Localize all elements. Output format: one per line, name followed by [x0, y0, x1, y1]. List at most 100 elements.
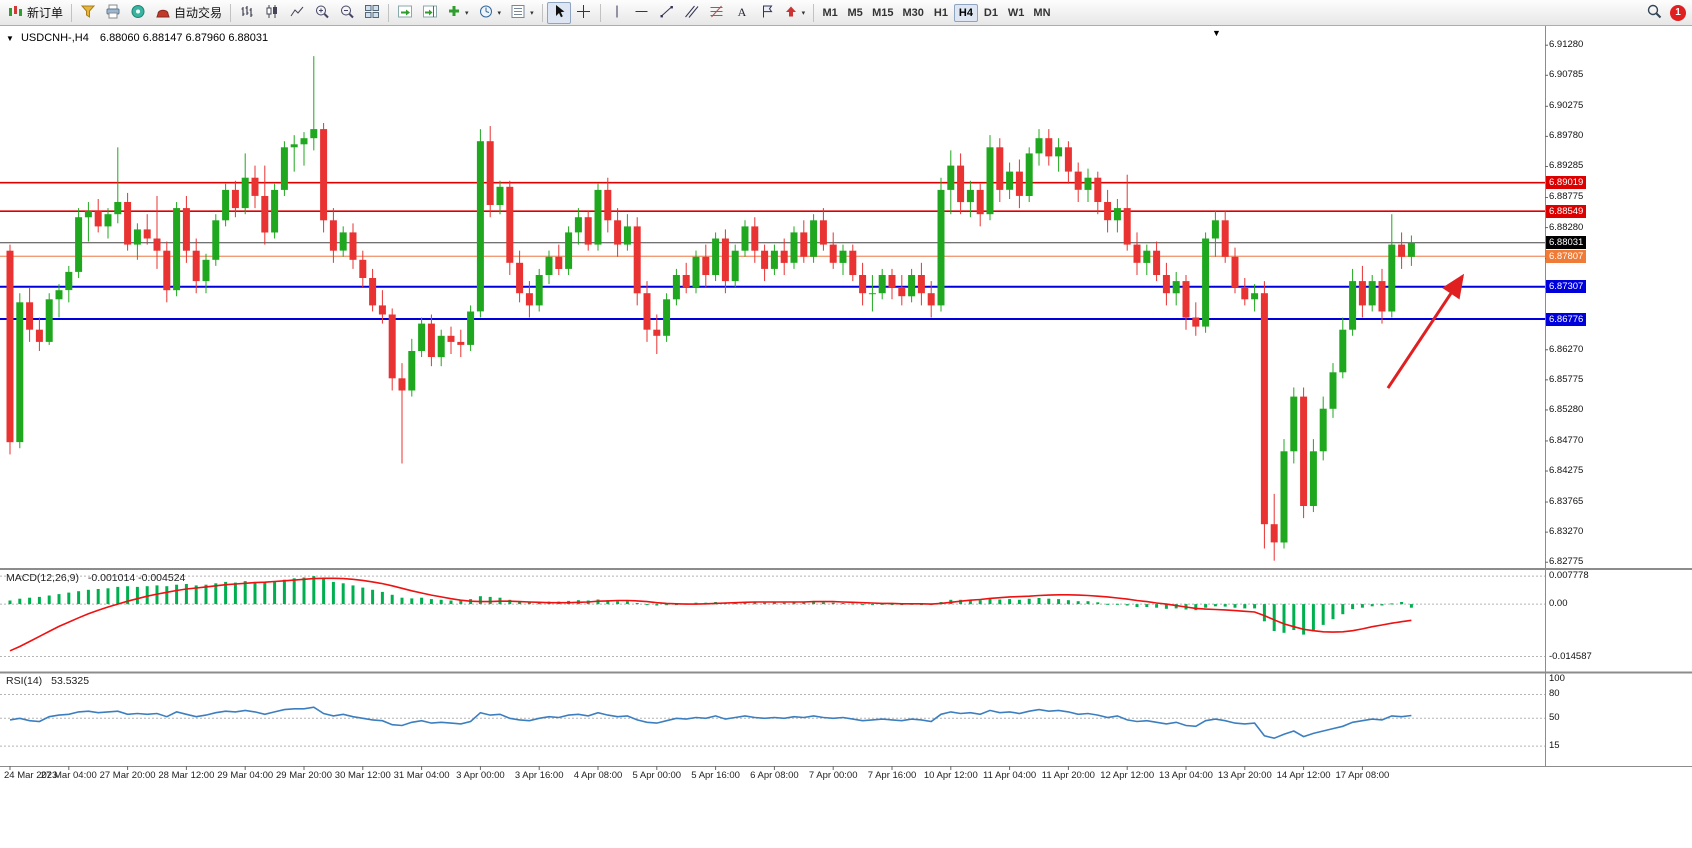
candle [947, 165, 955, 190]
time-label: 14 Apr 12:00 [1276, 770, 1331, 781]
arrows-button[interactable]: ▾ [780, 2, 810, 24]
zoom-out-icon [339, 4, 355, 22]
candle [1358, 281, 1366, 306]
fibonacci-button[interactable] [705, 2, 729, 24]
time-label: 12 Apr 12:00 [1100, 770, 1155, 781]
timeframe-m1[interactable]: M1 [822, 6, 838, 19]
channel-button[interactable] [680, 2, 704, 24]
candle [369, 278, 377, 306]
timeframe-m15[interactable]: M15 [872, 6, 894, 19]
candle [476, 141, 484, 312]
candle [996, 147, 1004, 190]
time-label: 28 Mar 12:00 [158, 770, 215, 781]
candle [888, 275, 896, 288]
time-label: 13 Apr 04:00 [1159, 770, 1213, 781]
indicators-button[interactable]: ▾ [443, 2, 473, 24]
time-label: 3 Apr 16:00 [514, 770, 564, 781]
candle [320, 129, 328, 221]
candle [1221, 220, 1229, 257]
window-dropdown-icon[interactable]: ▼ [1212, 28, 1221, 38]
candle [457, 341, 465, 345]
autotrading-icon [155, 4, 171, 22]
candle [1280, 451, 1288, 543]
trend-arrow[interactable] [1386, 273, 1465, 389]
label-button[interactable] [755, 2, 779, 24]
periods-button[interactable]: ▾ [474, 2, 506, 24]
candle [1143, 250, 1151, 263]
search-button[interactable] [1642, 2, 1666, 24]
time-label: 29 Mar 20:00 [276, 770, 332, 781]
candle [1025, 153, 1033, 196]
autotrading-button[interactable]: 自动交易 [151, 2, 226, 24]
line-chart-icon [289, 4, 305, 22]
time-label: 29 Mar 04:00 [217, 770, 274, 781]
chart-canvas[interactable] [0, 26, 1692, 848]
price-line-badge: 6.88031 [1546, 236, 1587, 250]
toolbar-separator [230, 3, 232, 22]
chart-window: ▼ USDCNH-,H4 6.88060 6.88147 6.87960 6.8… [0, 26, 1692, 848]
toolbar-separator [388, 3, 390, 22]
candle [1378, 281, 1386, 312]
price-tick: 6.83270 [1549, 526, 1584, 538]
macd-tick: 0.00 [1549, 598, 1568, 610]
candle [1045, 138, 1053, 157]
candle [555, 256, 563, 269]
candle [192, 250, 200, 282]
candle [45, 299, 53, 342]
candle [349, 232, 357, 260]
line-chart-button[interactable] [285, 2, 309, 24]
printer-button[interactable] [101, 2, 125, 24]
bars-chart-button[interactable] [235, 2, 259, 24]
chevron-down-icon: ▾ [465, 9, 469, 17]
candle [917, 275, 925, 294]
candle [731, 250, 739, 282]
candle [927, 293, 935, 306]
crosshair-button[interactable] [572, 2, 596, 24]
candle [339, 232, 347, 251]
timeframe-m30[interactable]: M30 [902, 6, 924, 19]
horizontal-line-button[interactable] [630, 2, 654, 24]
zoom-out-button[interactable] [335, 2, 359, 24]
time-label: 11 Apr 04:00 [983, 770, 1037, 781]
candle [496, 186, 504, 205]
chart-menu-icon[interactable]: ▼ [6, 34, 14, 43]
new-order-button[interactable]: 新订单 [4, 2, 67, 24]
cursor-button[interactable] [546, 1, 571, 24]
timeframe-mn[interactable]: MN [1033, 6, 1051, 19]
media-button[interactable] [126, 2, 150, 24]
candle [6, 250, 14, 443]
fibonacci-icon [709, 4, 724, 22]
candle [231, 189, 239, 209]
timeframe-m5[interactable]: M5 [847, 6, 863, 19]
zoom-in-button[interactable] [310, 2, 334, 24]
vertical-line-button[interactable] [605, 2, 629, 24]
candle [427, 323, 435, 357]
timeframe-h1[interactable]: H1 [933, 6, 948, 19]
funnel-button[interactable] [76, 2, 100, 24]
macd-label: MACD(12,26,9) -0.001014 -0.004524 [6, 572, 186, 584]
timeframe-h4[interactable]: H4 [953, 3, 978, 22]
tile-windows-button[interactable] [360, 2, 384, 24]
candle [800, 232, 808, 257]
trendline-button[interactable] [655, 2, 679, 24]
timeframe-w1[interactable]: W1 [1007, 6, 1025, 19]
chart-shift-button[interactable] [418, 2, 442, 24]
candle [437, 335, 445, 358]
candle [94, 211, 102, 227]
price-tick: 6.84275 [1549, 465, 1584, 477]
timeframe-d1[interactable]: D1 [983, 6, 998, 19]
autotrading-label: 自动交易 [174, 6, 223, 20]
macd-tick: -0.014587 [1549, 650, 1592, 662]
templates-button[interactable]: ▾ [506, 2, 538, 24]
autoscroll-button[interactable] [393, 2, 417, 24]
candles-chart-button[interactable] [260, 2, 284, 24]
chart-ohlc: 6.88060 6.88147 6.87960 6.88031 [99, 32, 269, 44]
template-icon [510, 4, 526, 22]
time-label: 27 Mar 20:00 [99, 770, 156, 781]
zoom-in-icon [314, 4, 330, 22]
candle [849, 250, 857, 275]
candle [535, 275, 543, 306]
text-button[interactable]: A [730, 2, 754, 24]
candle [594, 189, 602, 245]
notification-badge[interactable]: 1 [1670, 4, 1686, 21]
